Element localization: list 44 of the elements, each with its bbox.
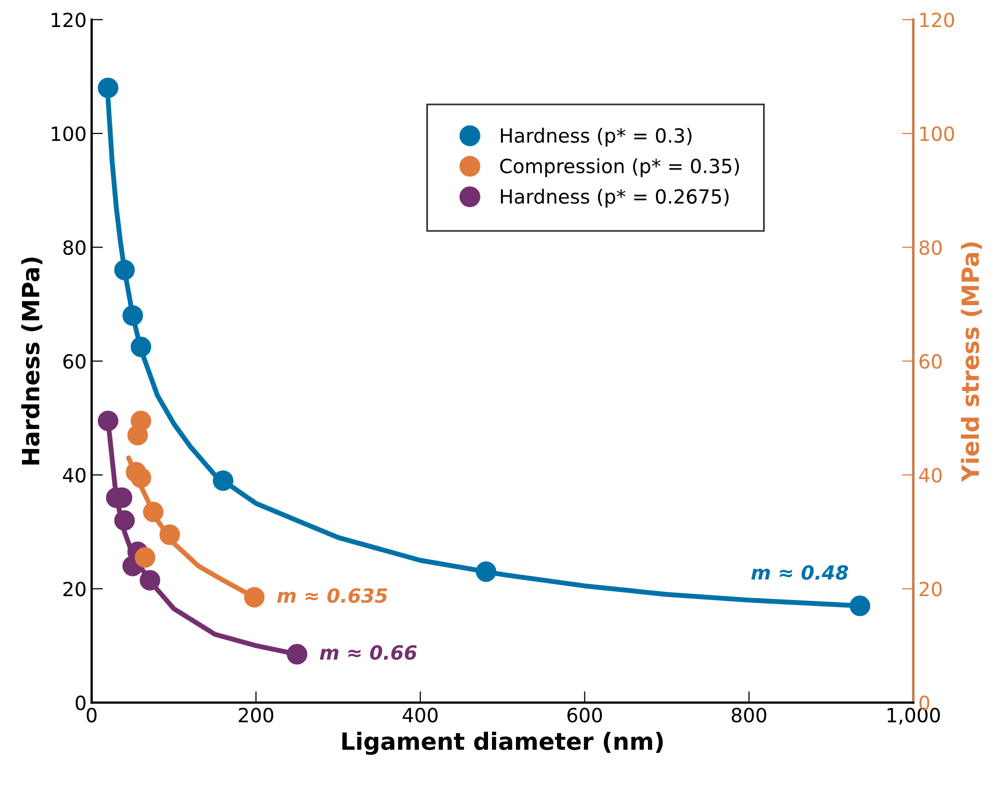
y2-tick-label: 20 (920, 582, 942, 596)
x-tick-label: 0 (86, 708, 97, 722)
y2-axis-title: Yield stress (MPa) (960, 242, 982, 482)
y-tick-label: 60 (63, 354, 86, 369)
y2-tick-label: 40 (919, 468, 942, 483)
point (286, 644, 308, 664)
point (98, 78, 118, 98)
point (142, 502, 164, 522)
y-tick-label: 0 (76, 696, 86, 710)
point (127, 424, 148, 446)
point (130, 468, 152, 488)
annotation: m ≈ 0.66 (320, 645, 417, 660)
point (159, 524, 180, 545)
x-tick-label: 800 (732, 708, 766, 722)
legend-label: Hardness (p* = 0.3) (500, 128, 692, 147)
annotation: m ≈ 0.48 (751, 565, 848, 580)
legend-label: Hardness (p* = 0.2675) (500, 188, 729, 208)
y2-tick-label: 80 (920, 240, 942, 255)
point (850, 596, 870, 616)
x-tick-label: 200 (238, 708, 274, 722)
y2-tick-label: 100 (920, 126, 954, 142)
point (122, 305, 143, 326)
y-tick-label: 20 (63, 582, 86, 596)
x-axis-title: Ligament diameter (nm) (342, 732, 663, 755)
x-tick-label: 400 (402, 708, 438, 722)
annotation: m ≈ 0.635 (277, 588, 388, 603)
point (134, 547, 156, 568)
point (140, 570, 160, 590)
y2-tick-label: 120 (920, 12, 954, 28)
x-tick-label: 600 (567, 708, 602, 722)
point (476, 561, 496, 582)
point (212, 470, 234, 491)
y2-tick-label: 60 (920, 354, 942, 369)
point (98, 410, 118, 432)
legend-label: Compression (p* = 0.35) (500, 158, 739, 178)
point (114, 260, 135, 280)
point (244, 587, 265, 608)
y-tick-label: 120 (52, 12, 86, 28)
point (130, 336, 152, 358)
y-tick-label: 100 (52, 126, 86, 142)
y-axis-title: Hardness (MPa) (21, 258, 42, 464)
y-tick-label: 40 (62, 468, 86, 483)
point (114, 510, 135, 531)
y-tick-label: 80 (63, 240, 86, 255)
